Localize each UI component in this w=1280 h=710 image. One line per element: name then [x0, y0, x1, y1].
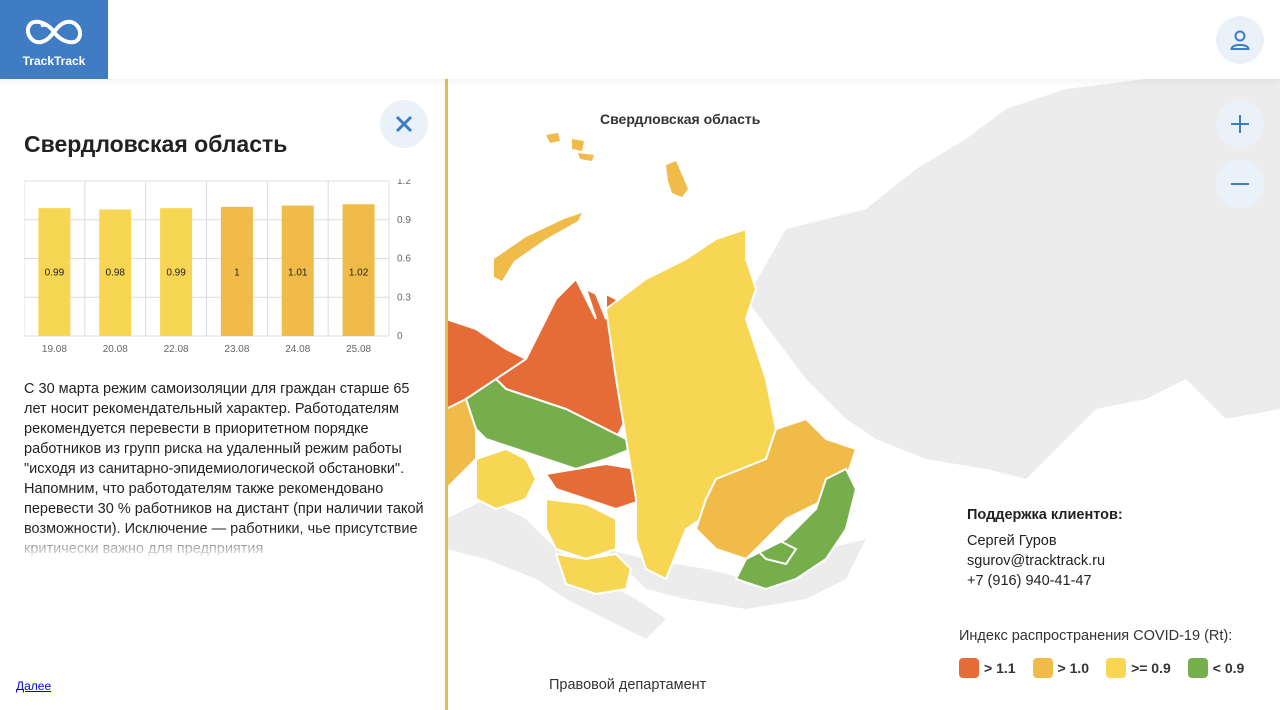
chart-ytick-label: 1.2 [397, 179, 411, 187]
chart-ytick-label: 0.9 [397, 215, 411, 226]
chart-ytick-label: 0.3 [397, 292, 411, 303]
close-icon [395, 115, 413, 133]
support-name: Сергей Гуров [967, 533, 1057, 549]
minus-icon [1231, 183, 1249, 185]
chart-category-label: 23.08 [224, 344, 249, 355]
legend-swatch-mid [1032, 658, 1053, 678]
region-detail-panel: Свердловская область 0 0.3 0.6 0.9 1.2 0.99 19… [0, 79, 445, 710]
map-region-yellow-south [475, 447, 538, 511]
legend-label-low: < 0.9 [1212, 660, 1245, 676]
map-lake-baikal [754, 537, 798, 566]
legend-swatch-high [959, 658, 979, 678]
map-land-east [746, 79, 1280, 479]
zoom-in-button[interactable] [1216, 100, 1264, 148]
close-panel-button[interactable] [380, 100, 428, 148]
chart-category-label: 22.08 [164, 344, 189, 355]
chart-bar [220, 206, 253, 336]
support-title: Поддержка клиентов: [967, 507, 1123, 523]
chart-category-label: 20.08 [103, 344, 128, 355]
chart-value-label: 0.99 [166, 267, 186, 278]
chart-bar [281, 205, 314, 336]
support-phone[interactable]: +7 (916) 940-41-47 [967, 573, 1092, 589]
map-island-arctic [494, 213, 582, 281]
chart-value-label: 0.99 [45, 267, 65, 278]
rt-bar-chart: 0 0.3 0.6 0.9 1.2 0.99 19.08 0.98 20.08 0.99 22.08… [24, 179, 411, 355]
map-island-severnaya [666, 161, 688, 197]
chart-bar [38, 208, 71, 336]
legend-item-ok: >= 0.9 [1106, 658, 1171, 678]
chart-ytick-label: 0 [397, 331, 403, 342]
legend-swatch-ok [1106, 658, 1127, 678]
infinity-logo-icon [26, 19, 82, 44]
legend-label-mid: > 1.0 [1057, 660, 1090, 676]
legend-label-high: > 1.1 [984, 660, 1016, 676]
chart-value-label: 1 [234, 267, 240, 278]
chart-bar [160, 208, 193, 336]
chart-bar [342, 204, 375, 336]
region-title: Свердловская область [24, 131, 288, 157]
logo[interactable]: TrackTrack [0, 0, 108, 79]
user-icon [1230, 30, 1250, 50]
plus-icon [1231, 115, 1249, 133]
chart-ytick-label: 0.6 [397, 254, 411, 265]
logo-text: TrackTrack [22, 53, 86, 68]
chart-category-label: 19.08 [42, 344, 67, 355]
customer-support-card: Поддержка клиентов: Сергей Гуров sgurov@… [953, 487, 1263, 597]
more-link[interactable]: Далее [16, 679, 52, 693]
legend-swatch-low [1187, 658, 1208, 678]
map-island-zemlya [546, 133, 594, 161]
map-land-southwest [446, 499, 666, 639]
map-region-label: Свердловская область [600, 111, 761, 127]
department-label: Правовой департамент [549, 677, 707, 693]
chart-category-label: 24.08 [285, 344, 310, 355]
chart-value-label: 1.01 [288, 267, 308, 278]
legend-items: > 1.1 > 1.0 >= 0.9 < 0.9 [959, 658, 1250, 678]
map-region-yellow-south2 [545, 497, 617, 561]
rt-legend: Индекс распространения COVID-19 (Rt): > … [946, 612, 1263, 686]
panel-divider [445, 79, 448, 710]
legend-title: Индекс распространения COVID-19 (Rt): [959, 628, 1233, 644]
legend-item-low: < 0.9 [1187, 658, 1245, 678]
map-area[interactable]: Свердловская область Поддержка клиентов:… [446, 79, 1280, 710]
chart-bar [99, 209, 132, 336]
support-email[interactable]: sgurov@tracktrack.ru [967, 553, 1106, 569]
chart-value-label: 1.02 [349, 267, 369, 278]
top-bar: TrackTrack [0, 0, 1280, 79]
chart-category-label: 25.08 [346, 344, 371, 355]
user-profile-button[interactable] [1216, 16, 1264, 64]
description-fade [0, 529, 445, 559]
russia-map[interactable] [446, 79, 1280, 710]
legend-item-high: > 1.1 [959, 658, 1016, 678]
legend-label-ok: >= 0.9 [1131, 660, 1171, 676]
map-region-yellow-south3 [554, 552, 633, 596]
zoom-out-button[interactable] [1216, 160, 1264, 208]
chart-value-label: 0.98 [106, 267, 126, 278]
legend-item-mid: > 1.0 [1032, 658, 1090, 678]
